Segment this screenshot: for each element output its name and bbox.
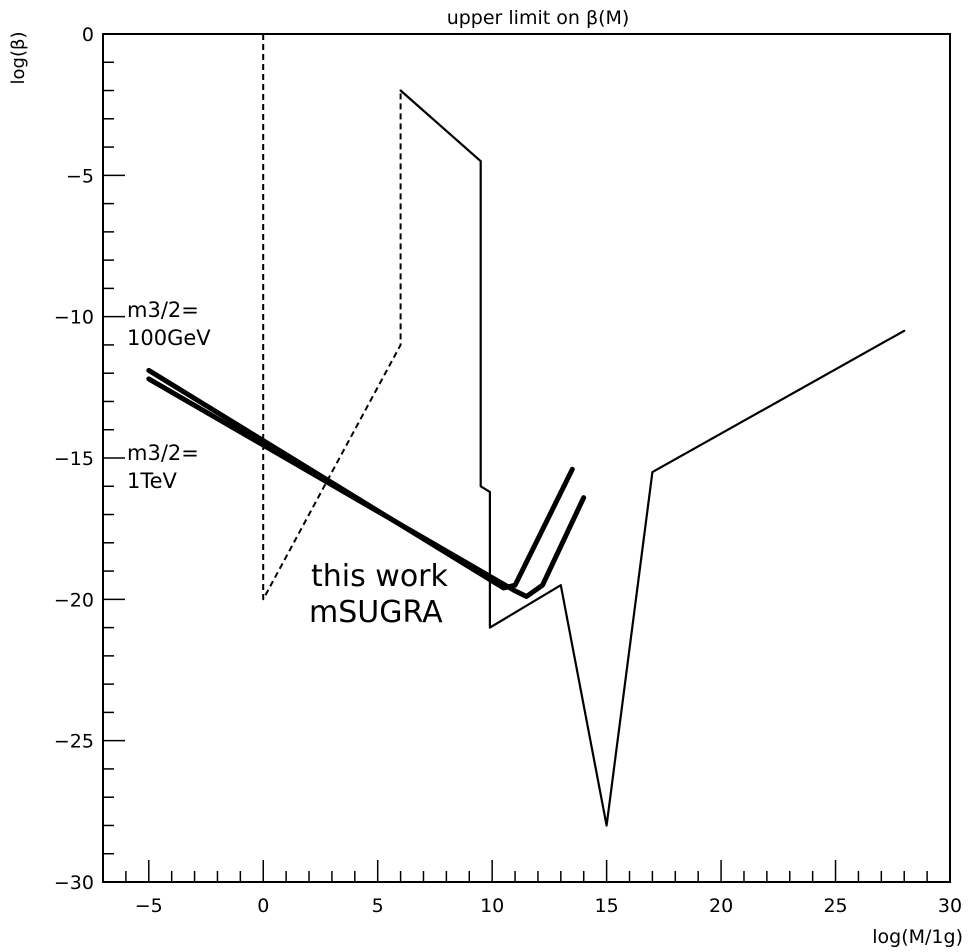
x-tick-label: 25 [823,895,847,917]
annotation-this-work: this work mSUGRA [309,559,449,630]
y-tick-label: 0 [82,24,94,46]
series-line-1 [262,34,402,601]
x-tick-label: 10 [480,895,504,917]
ticks [102,33,951,883]
annotation-100gev: m3/2= 100GeV [127,298,211,350]
series-line-2 [399,89,906,827]
x-tick-label: −5 [135,895,163,917]
series-line-3 [146,367,575,591]
annotation-100gev-line2: 100GeV [127,326,211,350]
series-line-4 [146,376,587,599]
series-layer [146,34,906,827]
plot-frame [102,33,951,883]
x-tick-label: 0 [257,895,269,917]
annotation-1tev-line2: 1TeV [127,469,178,493]
x-tick-label: 5 [372,895,384,917]
annotation-this-work-line2: mSUGRA [309,595,443,630]
x-tick-label: 30 [938,895,962,917]
annotation-this-work-line1: this work [311,559,449,594]
x-tick-label: 20 [709,895,733,917]
annotation-100gev-line1: m3/2= [127,298,199,322]
chart-title: upper limit on β(M) [447,7,630,29]
annotation-1tev-line1: m3/2= [127,441,199,465]
y-tick-label: −15 [54,448,94,470]
y-tick-label: −20 [54,589,94,611]
x-tick-label: 15 [595,895,619,917]
annotation-1tev: m3/2= 1TeV [127,441,199,493]
y-tick-label: −25 [54,731,94,753]
x-axis-label: log(M/1g) [872,926,963,948]
y-tick-label: −30 [54,872,94,894]
tick-labels: −5 0 5 10 15 20 25 30 0 −5 −10 −15 −20 −25 −30 [54,24,962,917]
y-tick-label: −5 [66,165,94,187]
y-tick-label: −10 [54,307,94,329]
y-axis-label: log(β) [8,32,29,85]
